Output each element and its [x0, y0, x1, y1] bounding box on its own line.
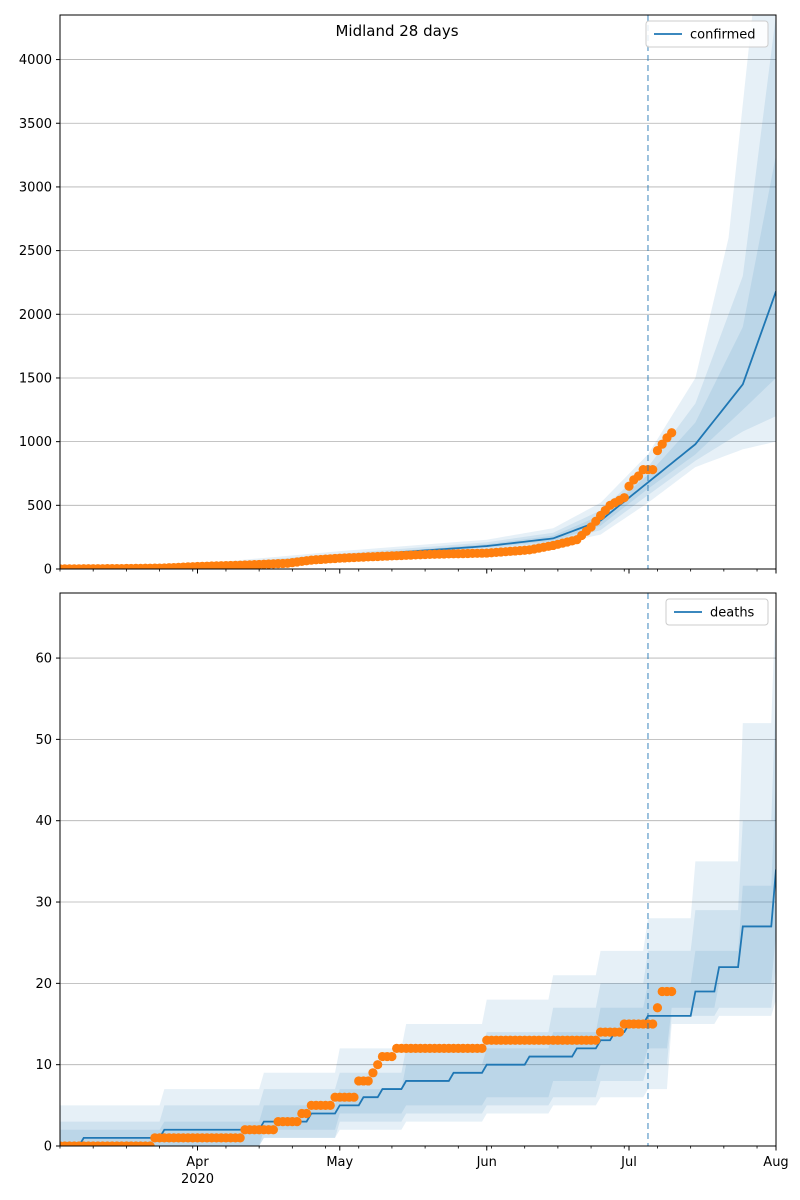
observed-point: [624, 481, 634, 491]
x-tick-label: May: [326, 1155, 353, 1170]
observed-point: [652, 445, 663, 456]
x-tick-label: Apr: [186, 1155, 209, 1170]
legend-box: [645, 20, 769, 48]
plot-area: [60, 593, 776, 1146]
confirmed-panel: 0 500 1000 1500 2000 2500 3000 3500 4000 confirme…: [19, 14, 777, 578]
observed-point: [657, 439, 667, 449]
legend-box: [665, 598, 769, 626]
observed-point: [633, 471, 644, 481]
y-tick-label: 3500: [19, 117, 52, 132]
observed-point: [648, 1019, 658, 1029]
observed-point: [477, 1043, 487, 1054]
observed-point: [591, 1035, 601, 1045]
y-tick-label: 0: [44, 563, 52, 578]
observed-point: [145, 1141, 155, 1146]
x-year-label: 2020: [181, 1172, 214, 1187]
legend: deaths: [665, 598, 769, 626]
credible-band-outer: [60, 15, 776, 569]
y-tick-label: 2000: [19, 308, 52, 323]
y-tick-label: 1000: [19, 435, 52, 450]
y-tick-label: 1500: [19, 371, 52, 386]
credible-band-inner: [60, 780, 776, 1146]
y-tick-label: 50: [35, 733, 52, 748]
x-axis: Apr May Jun Jul Aug 2020: [59, 1146, 789, 1187]
observed-point: [667, 986, 677, 997]
observed-points: [60, 428, 677, 569]
y-axis: 0 10 20 30 40 50 60: [35, 652, 60, 1155]
credible-band-outer: [60, 593, 776, 1146]
x-tick-label: Jun: [476, 1155, 497, 1170]
y-tick-label: 60: [35, 652, 52, 667]
plot-area: [60, 15, 776, 569]
plot-frame: [59, 14, 777, 570]
deaths-panel: 0 10 20 30 40 50 60 Apr May Jun Jul Aug 2020 deaths: [35, 592, 789, 1187]
observed-point: [619, 493, 629, 503]
observed-point: [667, 428, 677, 438]
observed-point: [363, 1076, 373, 1086]
x-tick-label: Jul: [620, 1155, 637, 1170]
observed-point: [301, 1108, 312, 1119]
x-axis: [59, 569, 777, 574]
legend-label: confirmed: [690, 28, 756, 43]
y-gridlines: [60, 59, 776, 570]
observed-point: [325, 1100, 335, 1110]
chart-title: Midland 28 days: [335, 22, 458, 40]
y-tick-label: 500: [27, 499, 52, 514]
credible-band-inner: [60, 155, 776, 569]
y-tick-label: 10: [35, 1058, 52, 1073]
y-tick-label: 0: [44, 1140, 52, 1155]
observed-point: [648, 465, 658, 475]
observed-point: [387, 1051, 397, 1062]
observed-point: [292, 1117, 302, 1127]
plot-frame: [59, 592, 777, 1147]
y-tick-label: 20: [35, 977, 52, 992]
y-tick-label: 2500: [19, 244, 52, 259]
x-tick-label: Aug: [763, 1155, 788, 1170]
y-tick-label: 3000: [19, 180, 52, 195]
y-axis: 0 500 1000 1500 2000 2500 3000 3500 4000: [19, 53, 60, 578]
legend-label: deaths: [710, 606, 755, 621]
legend: confirmed: [645, 20, 769, 48]
median-line: [60, 869, 776, 1146]
observed-points: [60, 986, 677, 1146]
y-tick-label: 30: [35, 896, 52, 911]
y-tick-label: 40: [35, 814, 52, 829]
observed-point: [373, 1060, 383, 1070]
y-tick-label: 4000: [19, 53, 52, 68]
observed-point: [268, 1125, 278, 1135]
observed-point: [368, 1068, 378, 1078]
observed-point: [349, 1092, 359, 1102]
observed-point: [235, 1133, 245, 1143]
observed-point: [652, 1003, 663, 1013]
observed-point: [614, 1027, 625, 1037]
